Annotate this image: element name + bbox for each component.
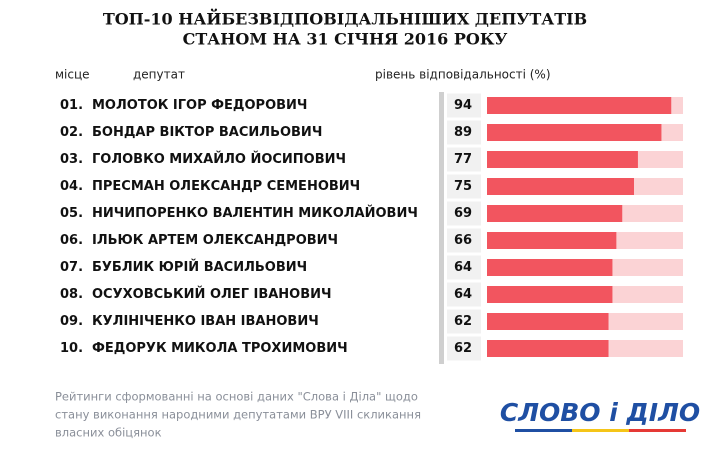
value-cell (447, 93, 481, 118)
bar (487, 97, 672, 114)
value-cell (447, 309, 481, 334)
footnote: власних обіцянок (55, 426, 162, 440)
deputy-name: ФЕДОРУК МИКОЛА ТРОХИМОВИЧ (92, 341, 348, 356)
value-label: 77 (454, 152, 472, 167)
value-label: 66 (454, 233, 472, 248)
bar (487, 232, 617, 249)
separator (439, 92, 444, 364)
logo-stripe (515, 429, 572, 432)
rank: 04. (60, 179, 83, 194)
value-cell (447, 255, 481, 280)
bar (487, 124, 662, 141)
value-label: 62 (454, 341, 472, 356)
value-cell (447, 174, 481, 199)
logo-stripe (629, 429, 686, 432)
rank: 01. (60, 98, 83, 113)
rank: 07. (60, 260, 83, 275)
value-cell (447, 201, 481, 226)
rank: 05. (60, 206, 83, 221)
value-label: 64 (454, 287, 472, 302)
deputy-name: ІЛЬЮК АРТЕМ ОЛЕКСАНДРОВИЧ (92, 233, 338, 248)
rank: 08. (60, 287, 83, 302)
rank: 06. (60, 233, 83, 248)
bar (487, 259, 613, 276)
column-header: місце (55, 68, 90, 82)
logo: СЛОВО і ДІЛО (500, 398, 700, 427)
footnote: Рейтинги сформованні на основі даних "Сл… (55, 390, 418, 404)
bar (487, 313, 609, 330)
bar (487, 178, 634, 195)
column-header: депутат (133, 68, 185, 82)
deputy-name: НИЧИПОРЕНКО ВАЛЕНТИН МИКОЛАЙОВИЧ (92, 205, 418, 221)
bar (487, 286, 613, 303)
value-cell (447, 282, 481, 307)
deputy-name: КУЛІНІЧЕНКО ІВАН ІВАНОВИЧ (92, 314, 319, 329)
rank: 03. (60, 152, 83, 167)
value-cell (447, 228, 481, 253)
value-label: 94 (454, 98, 472, 113)
logo-stripe (572, 429, 629, 432)
value-label: 64 (454, 260, 472, 275)
value-label: 89 (454, 125, 472, 140)
bar (487, 340, 609, 357)
rank: 02. (60, 125, 83, 140)
deputy-name: БУБЛИК ЮРІЙ ВАСИЛЬОВИЧ (92, 259, 307, 275)
deputy-name: ГОЛОВКО МИХАЙЛО ЙОСИПОВИЧ (92, 151, 346, 167)
deputy-name: ПРЕСМАН ОЛЕКСАНДР СЕМЕНОВИЧ (92, 179, 360, 194)
value-cell (447, 120, 481, 145)
value-label: 62 (454, 314, 472, 329)
bar (487, 151, 638, 168)
deputy-name: МОЛОТОК ІГОР ФЕДОРОВИЧ (92, 98, 307, 113)
value-label: 75 (454, 179, 472, 194)
chart-title: ТОП-10 НАЙБЕЗВІДПОВІДАЛЬНІШИХ ДЕПУТАТІВ (103, 8, 587, 29)
footnote: стану виконання народними депутатами ВРУ… (55, 408, 421, 422)
deputy-name: БОНДАР ВІКТОР ВАСИЛЬОВИЧ (92, 125, 322, 140)
rank: 10. (60, 341, 83, 356)
deputy-name: ОСУХОВСЬКИЙ ОЛЕГ ІВАНОВИЧ (92, 286, 332, 302)
value-cell (447, 336, 481, 361)
rank: 09. (60, 314, 83, 329)
value-label: 69 (454, 206, 472, 221)
bar (487, 205, 623, 222)
value-cell (447, 147, 481, 172)
chart-title: СТАНОМ НА 31 СІЧНЯ 2016 РОКУ (183, 30, 508, 49)
column-header: рівень відповідальності (%) (375, 68, 551, 82)
